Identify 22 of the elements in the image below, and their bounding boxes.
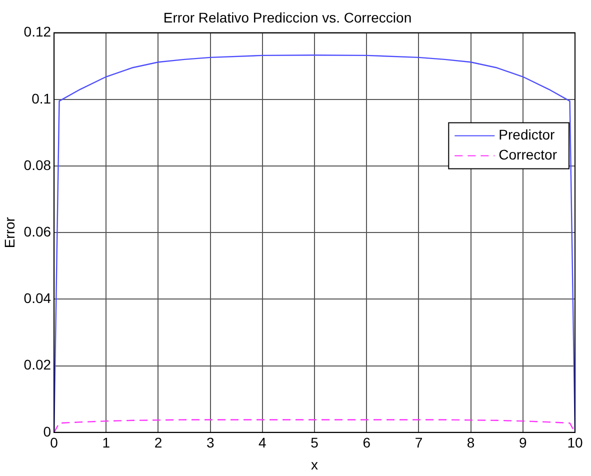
y-tick-label: 0 <box>43 423 52 440</box>
legend-label: Corrector <box>498 146 558 163</box>
x-axis-title: x <box>311 456 318 472</box>
y-tick-label: 0.12 <box>24 24 52 40</box>
y-tick-label: 0.1 <box>32 90 52 106</box>
x-tick-label: 6 <box>362 434 371 451</box>
y-tick-label: 0.04 <box>24 290 52 306</box>
y-tick-label: 0.02 <box>24 356 52 373</box>
x-tick-label: 5 <box>310 434 319 451</box>
x-tick-label: 2 <box>154 434 162 451</box>
y-tick-label: 0.08 <box>24 156 52 173</box>
x-tick-label: 3 <box>206 434 214 451</box>
chart-title: Error Relativo Prediccion vs. Correccion <box>163 9 412 26</box>
y-axis-title: Error <box>1 216 18 248</box>
x-tick-label: 1 <box>102 434 110 451</box>
x-tick-label: 9 <box>519 434 528 451</box>
x-tick-label: 8 <box>466 434 475 451</box>
y-tick-label: 0.06 <box>24 223 52 240</box>
x-tick-label: 10 <box>567 434 583 451</box>
x-tick-label: 7 <box>414 434 423 451</box>
legend-label: Predictor <box>498 126 556 143</box>
x-tick-label: 4 <box>258 434 267 451</box>
